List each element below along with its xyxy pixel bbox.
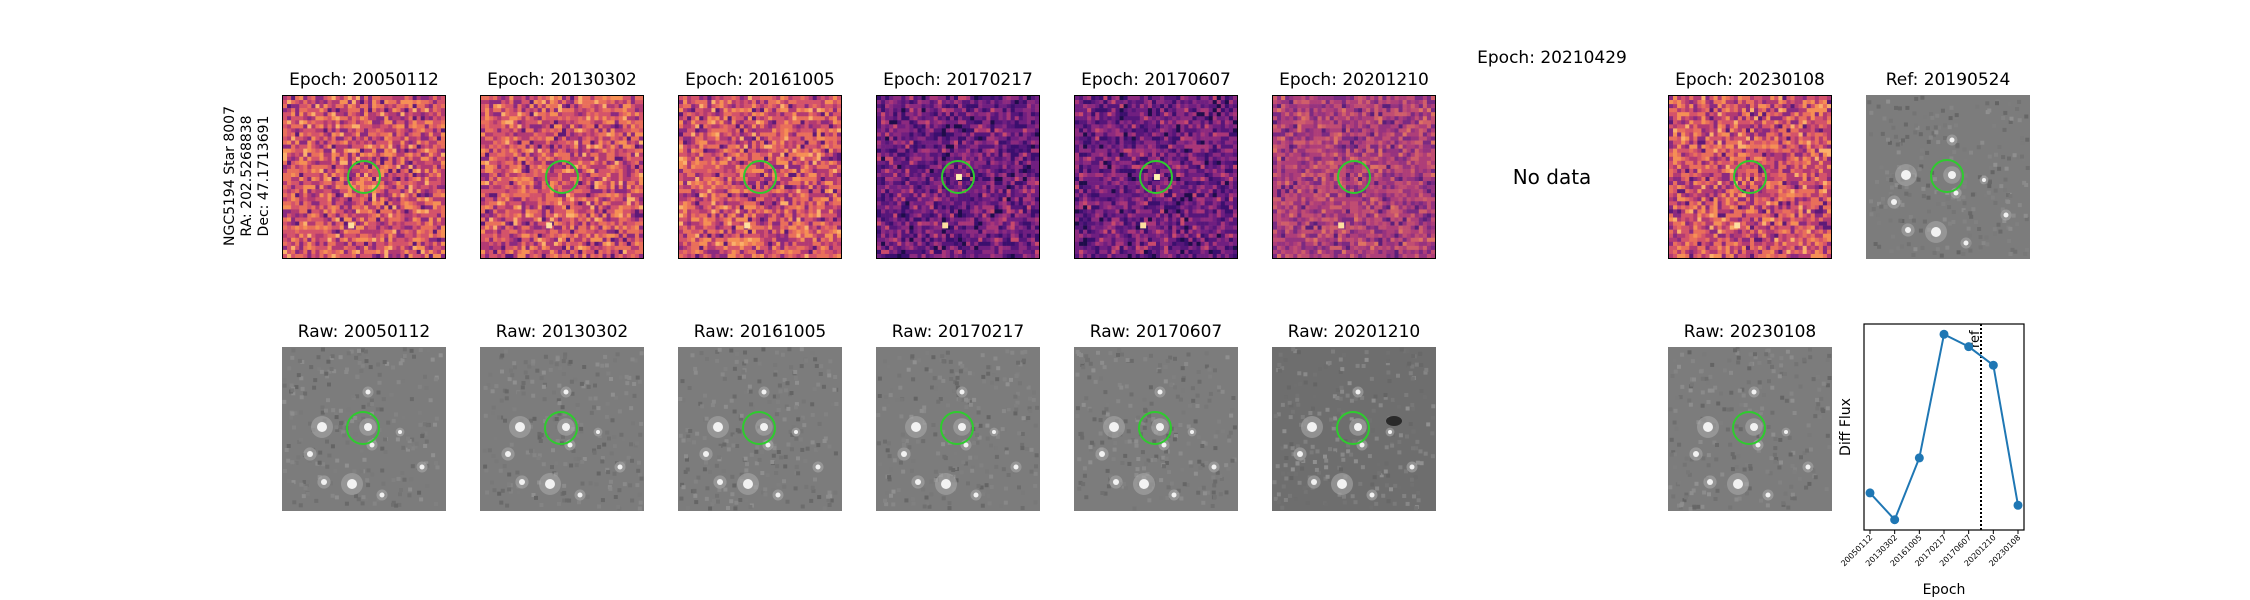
x-axis-label: Epoch bbox=[1923, 582, 1966, 598]
raw-title-0: Raw: 20050112 bbox=[298, 322, 431, 342]
data-point-20161005 bbox=[1915, 453, 1924, 462]
aperture-circle bbox=[940, 411, 974, 445]
data-point-20170217 bbox=[1940, 330, 1949, 339]
diff-cutout-5 bbox=[1272, 95, 1436, 259]
aperture-circle bbox=[1930, 159, 1964, 193]
star-ra: RA: 202.5268838 bbox=[239, 106, 256, 246]
raw-cutout-4 bbox=[1074, 347, 1238, 511]
data-point-20201210 bbox=[1989, 361, 1998, 370]
diff-cutout-4 bbox=[1074, 95, 1238, 259]
aperture-circle bbox=[544, 411, 578, 445]
aperture-circle bbox=[742, 411, 776, 445]
diff-cutout-7 bbox=[1668, 95, 1832, 259]
epoch-title-3: Epoch: 20170217 bbox=[883, 70, 1033, 90]
star-info-label: NGC5194 Star 8007 RA: 202.5268838 Dec: 4… bbox=[222, 106, 273, 246]
aperture-circle bbox=[1733, 160, 1767, 194]
epoch-title-6: Epoch: 20210429 bbox=[1477, 48, 1627, 68]
diff-cutout-1 bbox=[480, 95, 644, 259]
star-name: NGC5194 Star 8007 bbox=[222, 106, 239, 246]
diff-cutout-2 bbox=[678, 95, 842, 259]
epoch-title-7: Epoch: 20230108 bbox=[1675, 70, 1825, 90]
raw-cutout-2 bbox=[678, 347, 842, 511]
light-curve-chart: ref2005011220130302201610052017021720170… bbox=[1830, 322, 2050, 600]
star-dec: Dec: 47.1713691 bbox=[256, 106, 273, 246]
raw-cutout-3 bbox=[876, 347, 1040, 511]
aperture-circle bbox=[941, 160, 975, 194]
data-point-20050112 bbox=[1866, 488, 1875, 497]
raw-cutout-0 bbox=[282, 347, 446, 511]
ref-title: Ref: 20190524 bbox=[1886, 70, 2011, 90]
raw-title-2: Raw: 20161005 bbox=[694, 322, 827, 342]
raw-cutout-6 bbox=[1668, 347, 1832, 511]
raw-cutout-1 bbox=[480, 347, 644, 511]
data-point-20130302 bbox=[1890, 515, 1899, 524]
diff-cutout-0 bbox=[282, 95, 446, 259]
aperture-circle bbox=[545, 160, 579, 194]
diff-cutout-3 bbox=[876, 95, 1040, 259]
y-axis-label: Diff Flux bbox=[1838, 398, 1854, 456]
aperture-circle bbox=[1732, 411, 1766, 445]
data-point-20230108 bbox=[2014, 501, 2023, 510]
aperture-circle bbox=[347, 160, 381, 194]
aperture-circle bbox=[346, 411, 380, 445]
epoch-title-2: Epoch: 20161005 bbox=[685, 70, 835, 90]
no-data-label: No data bbox=[1513, 165, 1592, 189]
epoch-title-1: Epoch: 20130302 bbox=[487, 70, 637, 90]
raw-title-4: Raw: 20170607 bbox=[1090, 322, 1223, 342]
epoch-title-4: Epoch: 20170607 bbox=[1081, 70, 1231, 90]
aperture-circle bbox=[1337, 160, 1371, 194]
ref-cutout bbox=[1866, 95, 2030, 259]
raw-cutout-5 bbox=[1272, 347, 1436, 511]
raw-title-5: Raw: 20201210 bbox=[1288, 322, 1421, 342]
raw-title-6: Raw: 20230108 bbox=[1684, 322, 1817, 342]
aperture-circle bbox=[1138, 411, 1172, 445]
epoch-title-0: Epoch: 20050112 bbox=[289, 70, 439, 90]
aperture-circle bbox=[743, 160, 777, 194]
plot-frame bbox=[1864, 324, 2024, 530]
raw-title-3: Raw: 20170217 bbox=[892, 322, 1025, 342]
raw-title-1: Raw: 20130302 bbox=[496, 322, 629, 342]
epoch-title-5: Epoch: 20201210 bbox=[1279, 70, 1429, 90]
aperture-circle bbox=[1336, 411, 1370, 445]
aperture-circle bbox=[1139, 160, 1173, 194]
data-point-20170607 bbox=[1964, 342, 1973, 351]
